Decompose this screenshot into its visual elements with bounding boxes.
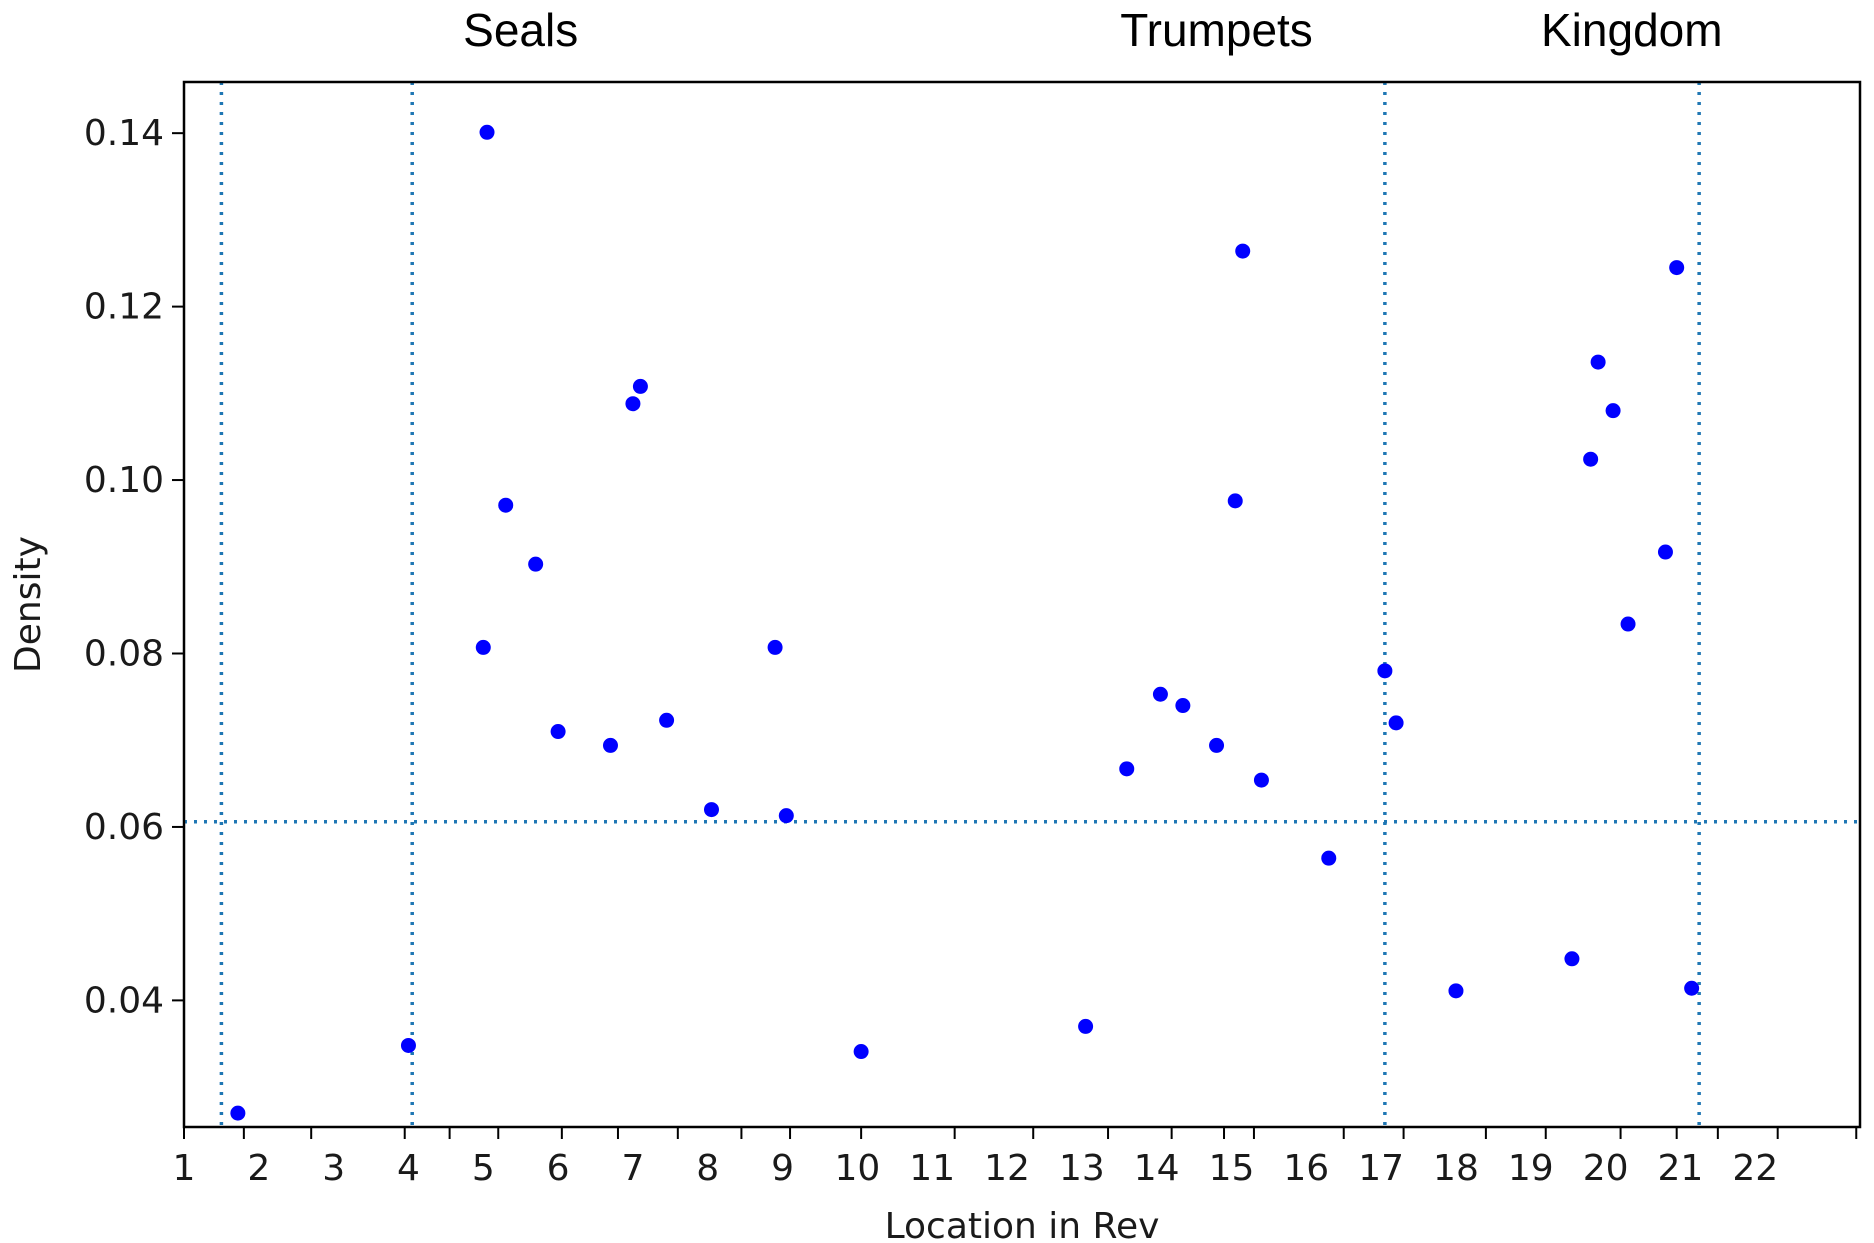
x-tick-label: 16 <box>1283 1148 1329 1189</box>
x-tick-label: 18 <box>1433 1148 1479 1189</box>
data-point <box>498 497 514 513</box>
y-tick-label: 0.14 <box>84 113 164 154</box>
data-point <box>1590 354 1606 370</box>
data-point <box>1620 616 1636 632</box>
x-tick-label: 9 <box>771 1148 794 1189</box>
data-point <box>1119 761 1135 777</box>
data-point <box>400 1037 416 1053</box>
x-tick-label: 11 <box>909 1148 955 1189</box>
data-point <box>1175 698 1191 714</box>
x-tick-label: 1 <box>173 1148 196 1189</box>
x-tick-label: 6 <box>547 1148 570 1189</box>
data-point <box>1657 544 1673 560</box>
x-axis-title: Location in Rev <box>885 1206 1160 1243</box>
data-point <box>550 724 566 740</box>
y-tick-label: 0.04 <box>84 980 164 1021</box>
x-tick-label: 19 <box>1508 1148 1554 1189</box>
section-annotations: Seals Trumpets Kingdom <box>463 4 1722 56</box>
data-point <box>1564 951 1580 967</box>
x-tick-label: 13 <box>1059 1148 1105 1189</box>
data-point <box>1388 715 1404 731</box>
section-label: Kingdom <box>1541 4 1723 56</box>
data-point <box>1227 493 1243 509</box>
x-axis-ticks: 1 2 3 4 5 6 7 8 9 10 11 12 13 14 15 16 17 18 19 20 21 22 <box>173 1127 1858 1189</box>
x-tick-label: 2 <box>247 1148 270 1189</box>
y-axis-ticks: 0.04 0.06 0.08 0.10 0.12 0.14 <box>84 113 184 1021</box>
x-tick-label: 10 <box>834 1148 880 1189</box>
y-tick-label: 0.08 <box>84 633 164 674</box>
data-point <box>1605 403 1621 419</box>
data-point <box>1152 686 1168 702</box>
x-tick-label: 21 <box>1658 1148 1704 1189</box>
y-tick-label: 0.06 <box>84 807 164 848</box>
data-point <box>230 1105 246 1121</box>
data-point <box>602 737 618 753</box>
x-tick-label: 15 <box>1209 1148 1255 1189</box>
x-tick-label: 12 <box>984 1148 1030 1189</box>
x-tick-label: 7 <box>621 1148 644 1189</box>
data-point <box>1669 260 1685 276</box>
x-tick-label: 20 <box>1583 1148 1629 1189</box>
data-point <box>528 556 544 572</box>
data-point <box>625 396 641 412</box>
y-axis-title: Density <box>8 536 49 673</box>
data-point <box>703 802 719 818</box>
data-point <box>1235 243 1251 259</box>
data-points <box>230 124 1700 1121</box>
y-tick-label: 0.10 <box>84 460 164 501</box>
y-tick-label: 0.12 <box>84 287 164 328</box>
data-point <box>1377 663 1393 679</box>
data-point <box>767 639 783 655</box>
x-tick-label: 14 <box>1134 1148 1180 1189</box>
data-point <box>659 712 675 728</box>
data-point <box>1253 772 1269 788</box>
x-tick-label: 22 <box>1732 1148 1778 1189</box>
x-tick-label: 4 <box>397 1148 420 1189</box>
x-tick-label: 5 <box>472 1148 495 1189</box>
section-label: Trumpets <box>1120 4 1313 56</box>
x-tick-label: 8 <box>696 1148 719 1189</box>
data-point <box>1684 980 1700 996</box>
data-point <box>1078 1018 1094 1034</box>
plot-frame <box>182 80 1862 1129</box>
data-point <box>632 378 648 394</box>
data-point <box>1209 737 1225 753</box>
data-point <box>1448 983 1464 999</box>
data-point <box>853 1044 869 1060</box>
data-point <box>1583 451 1599 467</box>
data-point <box>475 639 491 655</box>
section-label: Seals <box>463 4 578 56</box>
data-point <box>479 124 495 140</box>
reference-lines <box>184 82 1860 1127</box>
data-point <box>778 808 794 824</box>
x-tick-label: 3 <box>322 1148 345 1189</box>
x-tick-label: 17 <box>1358 1148 1404 1189</box>
data-point <box>1321 850 1337 866</box>
